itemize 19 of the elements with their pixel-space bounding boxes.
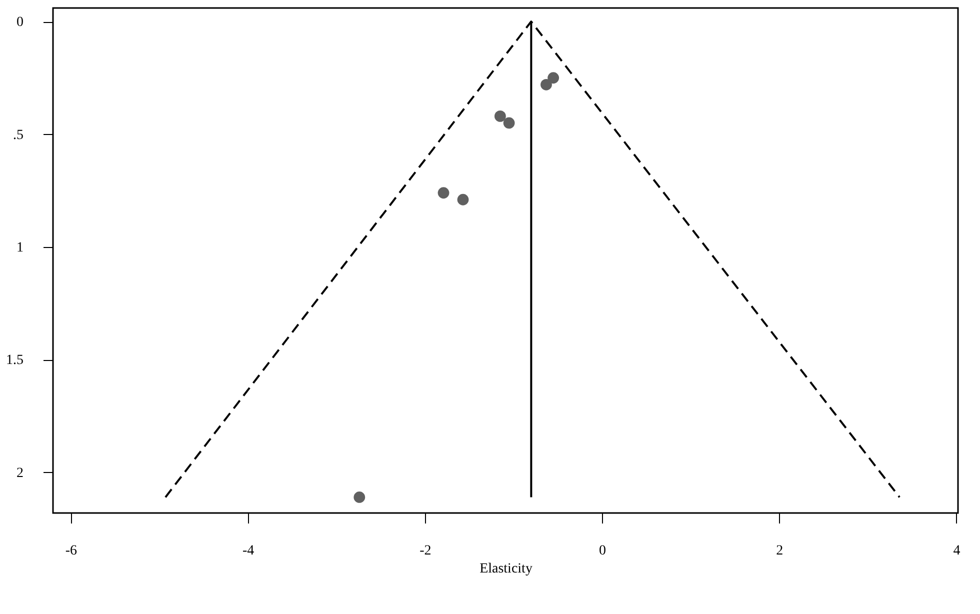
- point: [354, 492, 366, 503]
- x-axis-title: Elasticity: [480, 562, 532, 576]
- y-tick-label: 2: [16, 466, 24, 481]
- point: [438, 187, 450, 199]
- point: [494, 110, 506, 122]
- x-tick-label: -2: [420, 544, 432, 558]
- y-tick-label: 1: [16, 240, 24, 256]
- point: [540, 78, 552, 90]
- point: [457, 194, 469, 206]
- x-tick-label: 2: [776, 544, 784, 558]
- y-tick-label: 0: [16, 15, 24, 30]
- x-tick-label: 4: [953, 544, 960, 558]
- x-tick-label: 0: [599, 544, 606, 558]
- x-tick-label: -6: [65, 544, 78, 558]
- x-tick-label: -4: [242, 544, 254, 558]
- y-tick-label: 1.5: [6, 353, 24, 368]
- point: [503, 117, 515, 129]
- y-tick-label: .5: [13, 128, 24, 143]
- point: [548, 72, 560, 84]
